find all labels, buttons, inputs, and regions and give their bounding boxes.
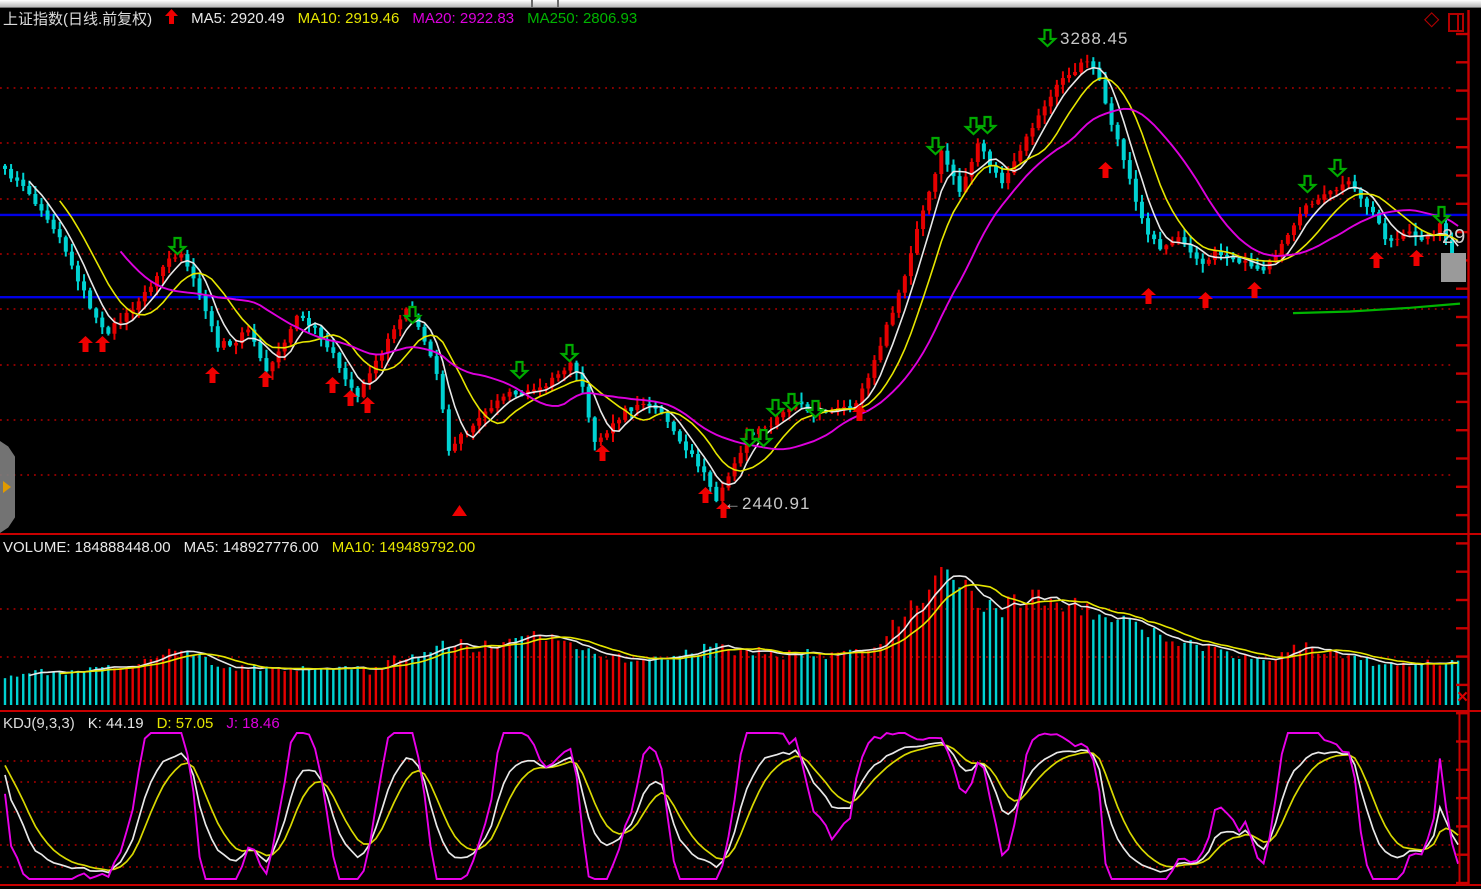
toolbar-notch — [531, 0, 533, 7]
page-title: 上证指数(日线.前复权) — [3, 10, 153, 28]
low-price-label: ←2440.91 — [724, 494, 810, 514]
kdj-name: KDJ(9,3,3) — [3, 714, 75, 732]
price-panel-header: 上证指数(日线.前复权) MA5: 2920.49 MA10: 2919.46 … — [3, 8, 638, 28]
low-price-value: 2440.91 — [742, 494, 811, 513]
up-arrow-icon — [165, 8, 179, 28]
volume-panel-header: VOLUME: 184888448.00 MA5: 148927776.00 M… — [3, 538, 475, 556]
ma5-value: MA5: 2920.49 — [191, 9, 285, 27]
ma10-value: MA10: 2919.46 — [297, 9, 400, 27]
volume-value: VOLUME: 184888448.00 — [3, 538, 171, 556]
axis-layer — [0, 10, 1481, 886]
sidebar-expander-tab[interactable] — [0, 441, 15, 533]
signal-arrows-layer — [78, 28, 1452, 518]
left-arrow-icon: ← — [724, 494, 742, 513]
peak-price-label: 3288.45 — [1060, 29, 1129, 48]
kdj-j-value: J: 18.46 — [226, 714, 280, 732]
ma-lines-layer — [28, 66, 1461, 486]
ma250-value: MA250: 2806.93 — [527, 9, 638, 27]
diamond-icon[interactable]: ◇ — [1424, 8, 1440, 30]
ma20-value: MA20: 2922.83 — [412, 9, 515, 27]
kdj-panel-header: KDJ(9,3,3) K: 44.19 D: 57.05 J: 18.46 — [3, 714, 280, 732]
kdj-layer — [4, 731, 1460, 880]
drag-label-box — [1441, 253, 1466, 282]
restore-window-icon[interactable] — [1448, 13, 1464, 32]
last-price-label: 29 — [1442, 226, 1467, 248]
expand-right-icon — [3, 481, 11, 493]
window-icon-divider — [1457, 15, 1459, 30]
kdj-d-value: D: 57.05 — [156, 714, 214, 732]
kdj-k-value: K: 44.19 — [87, 714, 144, 732]
candles-layer — [3, 54, 1461, 505]
volume-ma5-value: MA5: 148927776.00 — [183, 538, 319, 556]
volume-layer — [3, 566, 1460, 705]
close-icon[interactable]: × — [1457, 687, 1469, 708]
toolbar-notch — [557, 0, 559, 7]
grid-layer — [0, 87, 1468, 868]
volume-ma10-value: MA10: 149489792.00 — [331, 538, 476, 556]
top-toolbar-edge — [0, 0, 1481, 8]
